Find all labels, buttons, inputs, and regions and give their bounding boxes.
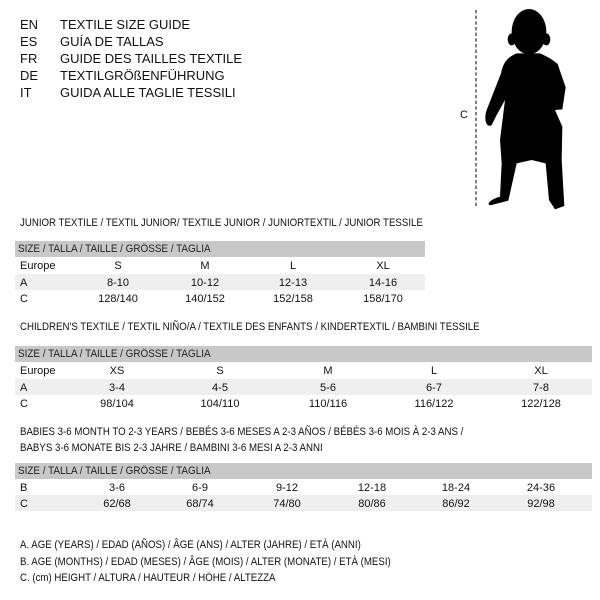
row-label: C — [20, 498, 28, 510]
table-cell: 6-7 — [426, 382, 442, 394]
table-cell: 3-6 — [109, 482, 125, 494]
baby-silhouette-icon — [475, 9, 566, 210]
row-label: B — [20, 482, 28, 494]
lang-code: FR — [20, 51, 38, 66]
table-cell: L — [430, 365, 438, 377]
table-cell: 92/98 — [527, 498, 555, 510]
table-header — [15, 346, 592, 362]
lang-title: GUÍA DE TALLAS — [60, 34, 164, 49]
table-cell: 122/128 — [521, 398, 561, 410]
table-cell: 14-16 — [368, 277, 398, 289]
row-label: C — [20, 293, 28, 305]
table-cell: M — [200, 260, 210, 272]
table-cell: XS — [109, 365, 125, 377]
row-label: C — [20, 398, 28, 410]
table-cell: 24-36 — [526, 482, 556, 494]
lang-title: GUIDE DES TAILLES TEXTILE — [60, 51, 243, 66]
table-header — [15, 463, 592, 479]
table-header-label: SIZE / TALLA / TAILLE / GRÖSSE / TAGLIA — [18, 348, 211, 360]
table-cell: L — [289, 260, 297, 272]
table-cell: 98/104 — [100, 398, 134, 410]
lang-code: DE — [20, 68, 39, 83]
section-title: CHILDREN'S TEXTILE / TEXTIL NIÑO/A / TEX… — [20, 321, 480, 333]
table-cell: 12-13 — [278, 277, 308, 289]
row-shade — [15, 379, 592, 395]
table-cell: XL — [376, 260, 390, 272]
lang-title: TEXTILGRÖßENFÜHRUNG — [60, 68, 225, 83]
table-cell: 4-5 — [212, 382, 228, 394]
table-cell: 3-4 — [109, 382, 125, 394]
lang-title: GUIDA ALLE TAGLIE TESSILI — [60, 85, 236, 100]
table-cell: 104/110 — [200, 398, 240, 410]
table-cell: 12-18 — [357, 482, 387, 494]
table-cell: 9-12 — [275, 482, 299, 494]
table-cell: 128/140 — [98, 293, 138, 305]
legend-item: C. (cm) HEIGHT / ALTURA / HAUTEUR / HÖHE… — [20, 572, 276, 584]
table-cell: S — [216, 365, 224, 377]
row-label: Europe — [20, 260, 56, 272]
lang-code: ES — [20, 34, 38, 49]
table-header — [15, 241, 425, 257]
section-title: JUNIOR TEXTILE / TEXTIL JUNIOR/ TEXTILE … — [20, 217, 423, 229]
table-header-label: SIZE / TALLA / TAILLE / GRÖSSE / TAGLIA — [18, 465, 211, 477]
table-cell: 8-10 — [106, 277, 130, 289]
lang-code: IT — [20, 85, 32, 100]
legend-item: A. AGE (YEARS) / EDAD (AÑOS) / ÂGE (ANS)… — [20, 539, 361, 551]
table-header-label: SIZE / TALLA / TAILLE / GRÖSSE / TAGLIA — [18, 243, 211, 255]
table-cell: 74/80 — [273, 498, 301, 510]
table-cell: 68/74 — [186, 498, 214, 510]
table-cell: 80/86 — [358, 498, 386, 510]
table-cell: 7-8 — [533, 382, 549, 394]
table-cell: 116/122 — [414, 398, 454, 410]
lang-title: TEXTILE SIZE GUIDE — [60, 17, 191, 32]
lang-code: EN — [20, 17, 39, 32]
legend-item: B. AGE (MONTHS) / EDAD (MESES) / ÂGE (MO… — [20, 556, 391, 568]
row-label: A — [20, 277, 28, 289]
row-shade — [15, 495, 592, 511]
table-cell: 140/152 — [185, 293, 225, 305]
section-title: BABYS 3-6 MONATE BIS 2-3 JAHRE / BAMBINI… — [20, 442, 323, 454]
section-title: BABIES 3-6 MONTH TO 2-3 YEARS / BEBÉS 3-… — [20, 426, 464, 438]
table-cell: 86/92 — [442, 498, 470, 510]
table-cell: XL — [534, 365, 548, 377]
row-shade — [15, 274, 425, 290]
table-cell: 10-12 — [190, 277, 220, 289]
measure-label: C — [460, 109, 468, 121]
table-cell: 110/116 — [308, 398, 348, 410]
table-cell: 152/158 — [273, 293, 313, 305]
table-cell: 6-9 — [192, 482, 208, 494]
table-cell: 62/68 — [103, 498, 131, 510]
table-cell: M — [323, 365, 333, 377]
row-label: Europe — [20, 365, 56, 377]
table-cell: 18-24 — [441, 482, 471, 494]
row-label: A — [20, 382, 28, 394]
table-cell: 158/170 — [363, 293, 403, 305]
table-cell: 5-6 — [320, 382, 336, 394]
table-cell: S — [114, 260, 122, 272]
